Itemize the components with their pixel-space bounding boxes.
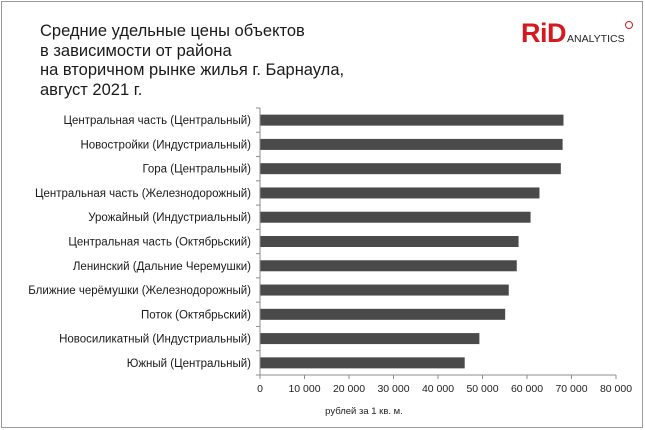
- bar: [260, 187, 540, 199]
- bar: [260, 138, 563, 150]
- bar: [260, 114, 564, 126]
- category-label: Центральная часть (Железнодорожный): [35, 188, 251, 200]
- category-label: Центральная часть (Октябрьский): [68, 237, 251, 249]
- logo-brand: RiD: [521, 18, 567, 48]
- category-label: Урожайный (Индустриальный): [88, 212, 251, 224]
- bar: [260, 163, 561, 175]
- category-label: Центральная часть (Центральный): [64, 115, 252, 127]
- category-label: Поток (Октябрьский): [141, 309, 251, 321]
- category-label: Южный (Центральный): [127, 358, 251, 370]
- category-label: Гора (Центральный): [142, 164, 251, 176]
- chart-title: Средние удельные цены объектов в зависим…: [40, 22, 344, 100]
- logo-circle-mark: [624, 21, 633, 29]
- rid-analytics-logo: RiDANALYTICS: [521, 18, 633, 48]
- x-tick-label: 50 000: [466, 383, 498, 395]
- category-label: Ближние черёмушки (Железнодорожный): [28, 285, 251, 297]
- x-tick-label: 0: [257, 383, 263, 395]
- logo-suffix: ANALYTICS: [567, 33, 625, 45]
- x-tick-label: 10 000: [288, 383, 320, 395]
- bar: [260, 284, 509, 296]
- x-tick-label: 80 000: [600, 383, 632, 395]
- category-label: Новостройки (Индустриальный): [80, 139, 251, 151]
- chart-title-line-1: Средние удельные цены объектов: [40, 22, 305, 40]
- x-axis-title: рублей за 1 кв. м.: [325, 406, 403, 417]
- category-label: Ленинский (Дальние Черемушки): [73, 261, 251, 273]
- x-tick-label: 40 000: [422, 383, 454, 395]
- bar: [260, 333, 480, 345]
- chart-title-line-3: на вторичном рынке жилья г. Барнаула,: [40, 61, 345, 79]
- bar: [260, 236, 519, 247]
- bar: [260, 260, 517, 272]
- bar: [260, 308, 506, 320]
- chart-title-line-2: в зависимости от района: [40, 41, 232, 60]
- bar: [260, 211, 531, 223]
- x-tick-label: 30 000: [377, 383, 409, 395]
- x-tick-label: 20 000: [333, 383, 365, 395]
- bar: [260, 357, 465, 369]
- x-tick-label: 70 000: [555, 383, 587, 395]
- x-tick-label: 60 000: [511, 383, 543, 395]
- chart-title-line-4: август 2021 г.: [40, 80, 143, 99]
- category-label: Новосиликатный (Индустриальный): [59, 334, 251, 346]
